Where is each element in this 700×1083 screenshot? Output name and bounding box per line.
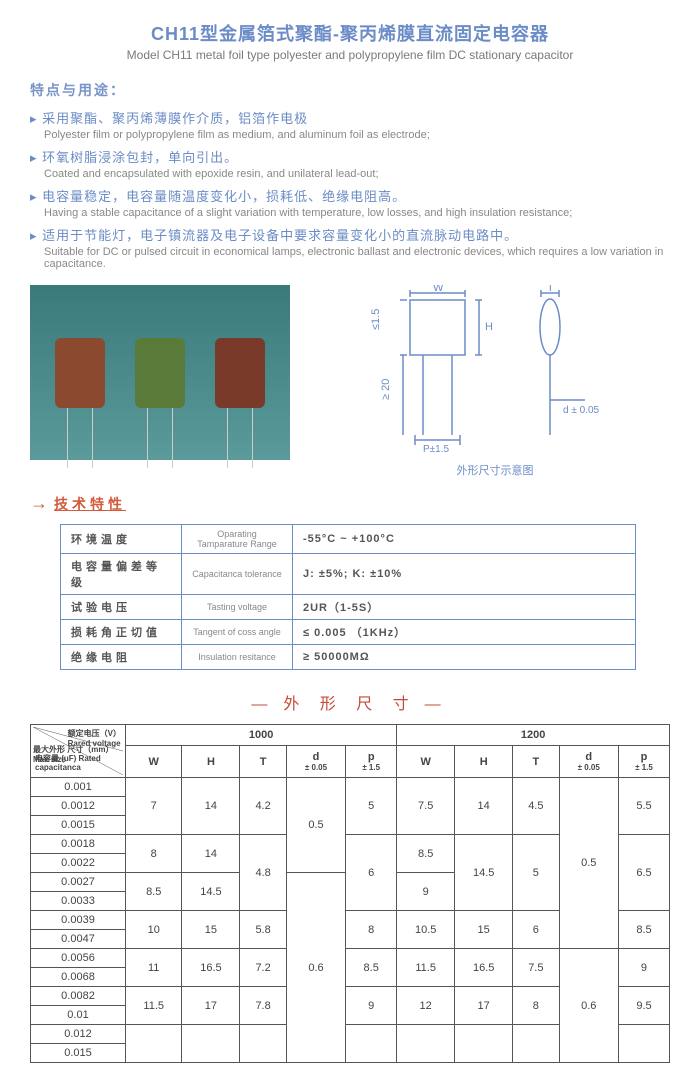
feature-cn: 电容量稳定，电容量随温度变化小，损耗低、绝缘电阻高。: [30, 186, 670, 205]
spec-table: 环境温度Oparating Tamparature Range-55°C ~ +…: [60, 524, 636, 670]
dimension-table: 额定电压（V）Rared voltage 最大外形 尺寸（mm） Max siz…: [30, 724, 670, 1063]
feature-en: Polyester film or polypropylene film as …: [44, 129, 670, 141]
svg-text:W: W: [433, 285, 444, 294]
svg-text:H: H: [485, 321, 493, 333]
capacitor-icon: [135, 338, 185, 408]
svg-text:d ± 0.05: d ± 0.05: [563, 405, 600, 416]
feature-en: Suitable for DC or pulsed circuit in eco…: [44, 246, 670, 270]
capacitor-icon: [215, 338, 265, 408]
feature-cn: 采用聚酯、聚丙烯薄膜作介质，铝箔作电极: [30, 108, 670, 127]
feature-en: Having a stable capacitance of a slight …: [44, 207, 670, 219]
svg-text:T: T: [547, 285, 554, 294]
title-cn: CH11型金属箔式聚酯-聚丙烯膜直流固定电容器: [30, 20, 670, 46]
feature-cn: 环氧树脂浸涂包封，单向引出。: [30, 147, 670, 166]
svg-text:≤1.5: ≤1.5: [370, 309, 382, 330]
title-en: Model CH11 metal foil type polyester and…: [30, 48, 670, 62]
arrow-icon: →: [30, 493, 48, 514]
dimension-title: 外 形 尺 寸: [30, 690, 670, 714]
dimension-diagram: W T H ≤1.5 ≥ 20 P±1.5 d ± 0.05 外形尺寸示意图: [320, 285, 670, 478]
tech-spec-heading: → 技术特性: [30, 493, 670, 514]
capacitor-icon: [55, 338, 105, 408]
features-list: 采用聚酯、聚丙烯薄膜作介质，铝箔作电极 Polyester film or pol…: [30, 108, 670, 270]
svg-text:≥ 20: ≥ 20: [380, 379, 392, 400]
feature-cn: 适用于节能灯，电子镇流器及电子设备中要求容量变化小的直流脉动电路中。: [30, 225, 670, 244]
product-photo: [30, 285, 290, 460]
svg-text:P±1.5: P±1.5: [423, 444, 449, 455]
feature-en: Coated and encapsulated with epoxide res…: [44, 168, 670, 180]
features-label: 特点与用途：: [30, 80, 670, 100]
diagram-caption: 外形尺寸示意图: [320, 462, 670, 478]
